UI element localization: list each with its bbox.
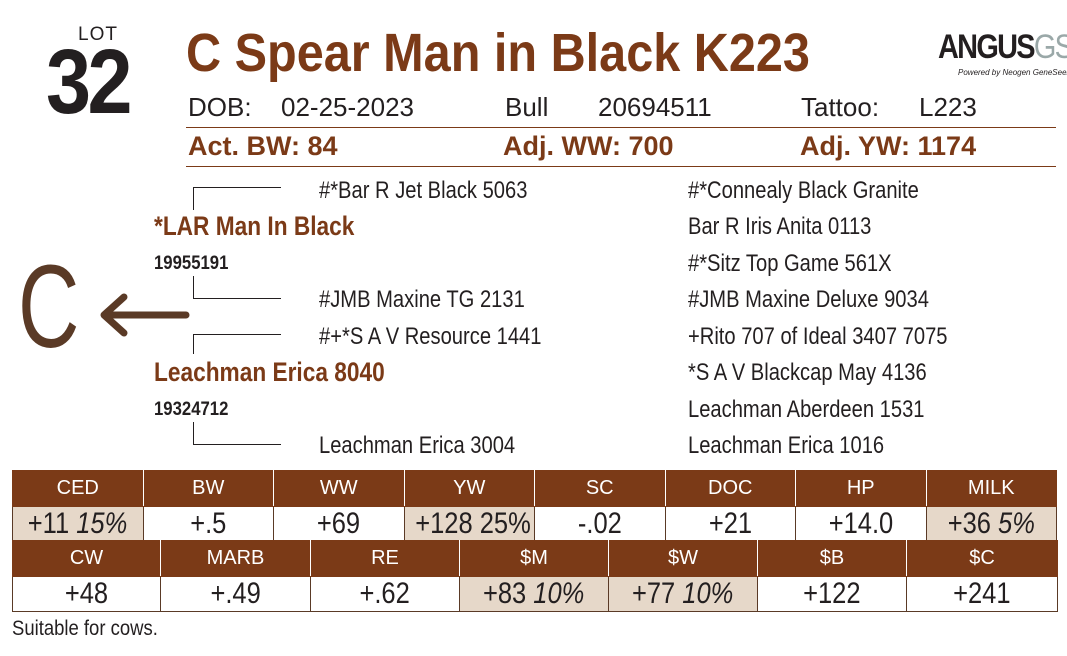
epd-value-marb: +.49 <box>160 576 311 612</box>
epd-value-cw: +48 <box>12 576 161 612</box>
dob-value: 02-25-2023 <box>281 92 414 122</box>
logo-brand: ANGUS <box>938 28 1036 66</box>
epd-value-re: +.62 <box>310 576 460 612</box>
sire-dam: #JMB Maxine TG 2131 <box>319 286 525 313</box>
epd-value-milk: +36 5% <box>925 506 1057 542</box>
great-grandparent: +Rito 707 of Ideal 3407 7075 <box>688 323 948 350</box>
epd-header-cw: CW <box>12 540 161 577</box>
epd-header-doc: DOC <box>664 470 796 507</box>
footer-note: Suitable for cows. <box>12 617 158 640</box>
pedigree-line <box>193 422 194 444</box>
logo-suffix: GS <box>1033 28 1067 66</box>
arrow-left-icon <box>100 293 190 337</box>
epd-value-dollar-c: +241 <box>906 576 1058 612</box>
epd-header-ced: CED <box>12 470 144 507</box>
epd-table-row2: CW MARB RE $M $W $B $C +48 +.49 +.62 +83… <box>12 540 1058 612</box>
great-grandparent: #JMB Maxine Deluxe 9034 <box>688 286 929 313</box>
c-mark: C <box>18 241 80 373</box>
epd-header-milk: MILK <box>925 470 1057 507</box>
logo-tagline: Powered by Neogen GeneSeek <box>958 68 1067 77</box>
adjusted-weaning-weight: Adj. WW: 700 <box>503 131 674 161</box>
lot-number: 32 <box>46 31 133 133</box>
animal-name: C Spear Man in Black K223 <box>186 23 810 83</box>
header-divider <box>186 127 1056 128</box>
epd-value-yw: +128 25% <box>403 506 535 542</box>
epd-value-ww: +69 <box>273 506 405 542</box>
epd-header-bw: BW <box>142 470 274 507</box>
epd-header-dollar-w: $W <box>608 540 758 577</box>
tattoo-value: L223 <box>919 92 977 122</box>
epd-header-hp: HP <box>795 470 927 507</box>
sex: Bull <box>505 92 549 122</box>
adjusted-yearling-weight: Adj. YW: 1174 <box>800 131 977 161</box>
pedigree-line <box>193 444 281 445</box>
epd-table-row1: CED BW WW YW SC DOC HP MILK +11 15% +.5 … <box>12 470 1057 542</box>
dam-sire: #+*S A V Resource 1441 <box>319 323 542 350</box>
great-grandparent: Bar R Iris Anita 0113 <box>688 213 872 240</box>
great-grandparent: Leachman Erica 1016 <box>688 432 885 459</box>
dam-name: Leachman Erica 8040 <box>154 357 385 387</box>
pedigree-line <box>193 276 194 298</box>
registration-number: 20694511 <box>598 92 712 122</box>
epd-header-dollar-m: $M <box>459 540 609 577</box>
pedigree-line <box>193 334 281 335</box>
sire-sire: #*Bar R Jet Black 5063 <box>319 177 528 204</box>
sire-registration: 19955191 <box>154 253 229 274</box>
great-grandparent: *S A V Blackcap May 4136 <box>688 359 927 386</box>
pedigree-line <box>193 187 194 210</box>
epd-value-sc: -.02 <box>534 506 666 542</box>
epd-header-dollar-c: $C <box>906 540 1058 577</box>
great-grandparent: Leachman Aberdeen 1531 <box>688 396 925 423</box>
angus-gs-logo: ANGUSGS Powered by Neogen GeneSeek <box>938 28 1067 83</box>
epd-value-dollar-m: +83 10% <box>459 576 609 612</box>
dob-label: DOB: <box>188 92 252 122</box>
epd-value-dollar-w: +77 10% <box>608 576 758 612</box>
epd-value-doc: +21 <box>664 506 796 542</box>
epd-value-ced: +11 15% <box>12 506 144 542</box>
epd-header-marb: MARB <box>160 540 311 577</box>
weights-divider <box>186 166 1056 167</box>
epd-header-sc: SC <box>534 470 666 507</box>
tattoo-label: Tattoo: <box>801 92 880 122</box>
epd-header-dollar-b: $B <box>757 540 907 577</box>
great-grandparent: #*Sitz Top Game 561X <box>688 250 892 277</box>
epd-header-re: RE <box>310 540 460 577</box>
epd-header-ww: WW <box>273 470 405 507</box>
pedigree-line <box>193 187 281 188</box>
epd-header-yw: YW <box>403 470 535 507</box>
actual-birth-weight: Act. BW: 84 <box>188 131 338 161</box>
dam-dam: Leachman Erica 3004 <box>319 432 516 459</box>
epd-value-bw: +.5 <box>142 506 274 542</box>
epd-value-hp: +14.0 <box>795 506 927 542</box>
pedigree-line <box>193 334 194 354</box>
lot-label: LOT <box>78 24 118 45</box>
great-grandparent: #*Connealy Black Granite <box>688 177 919 204</box>
sire-name: *LAR Man In Black <box>154 211 355 241</box>
epd-value-dollar-b: +122 <box>757 576 907 612</box>
dam-registration: 19324712 <box>154 399 229 420</box>
pedigree-line <box>193 298 281 299</box>
